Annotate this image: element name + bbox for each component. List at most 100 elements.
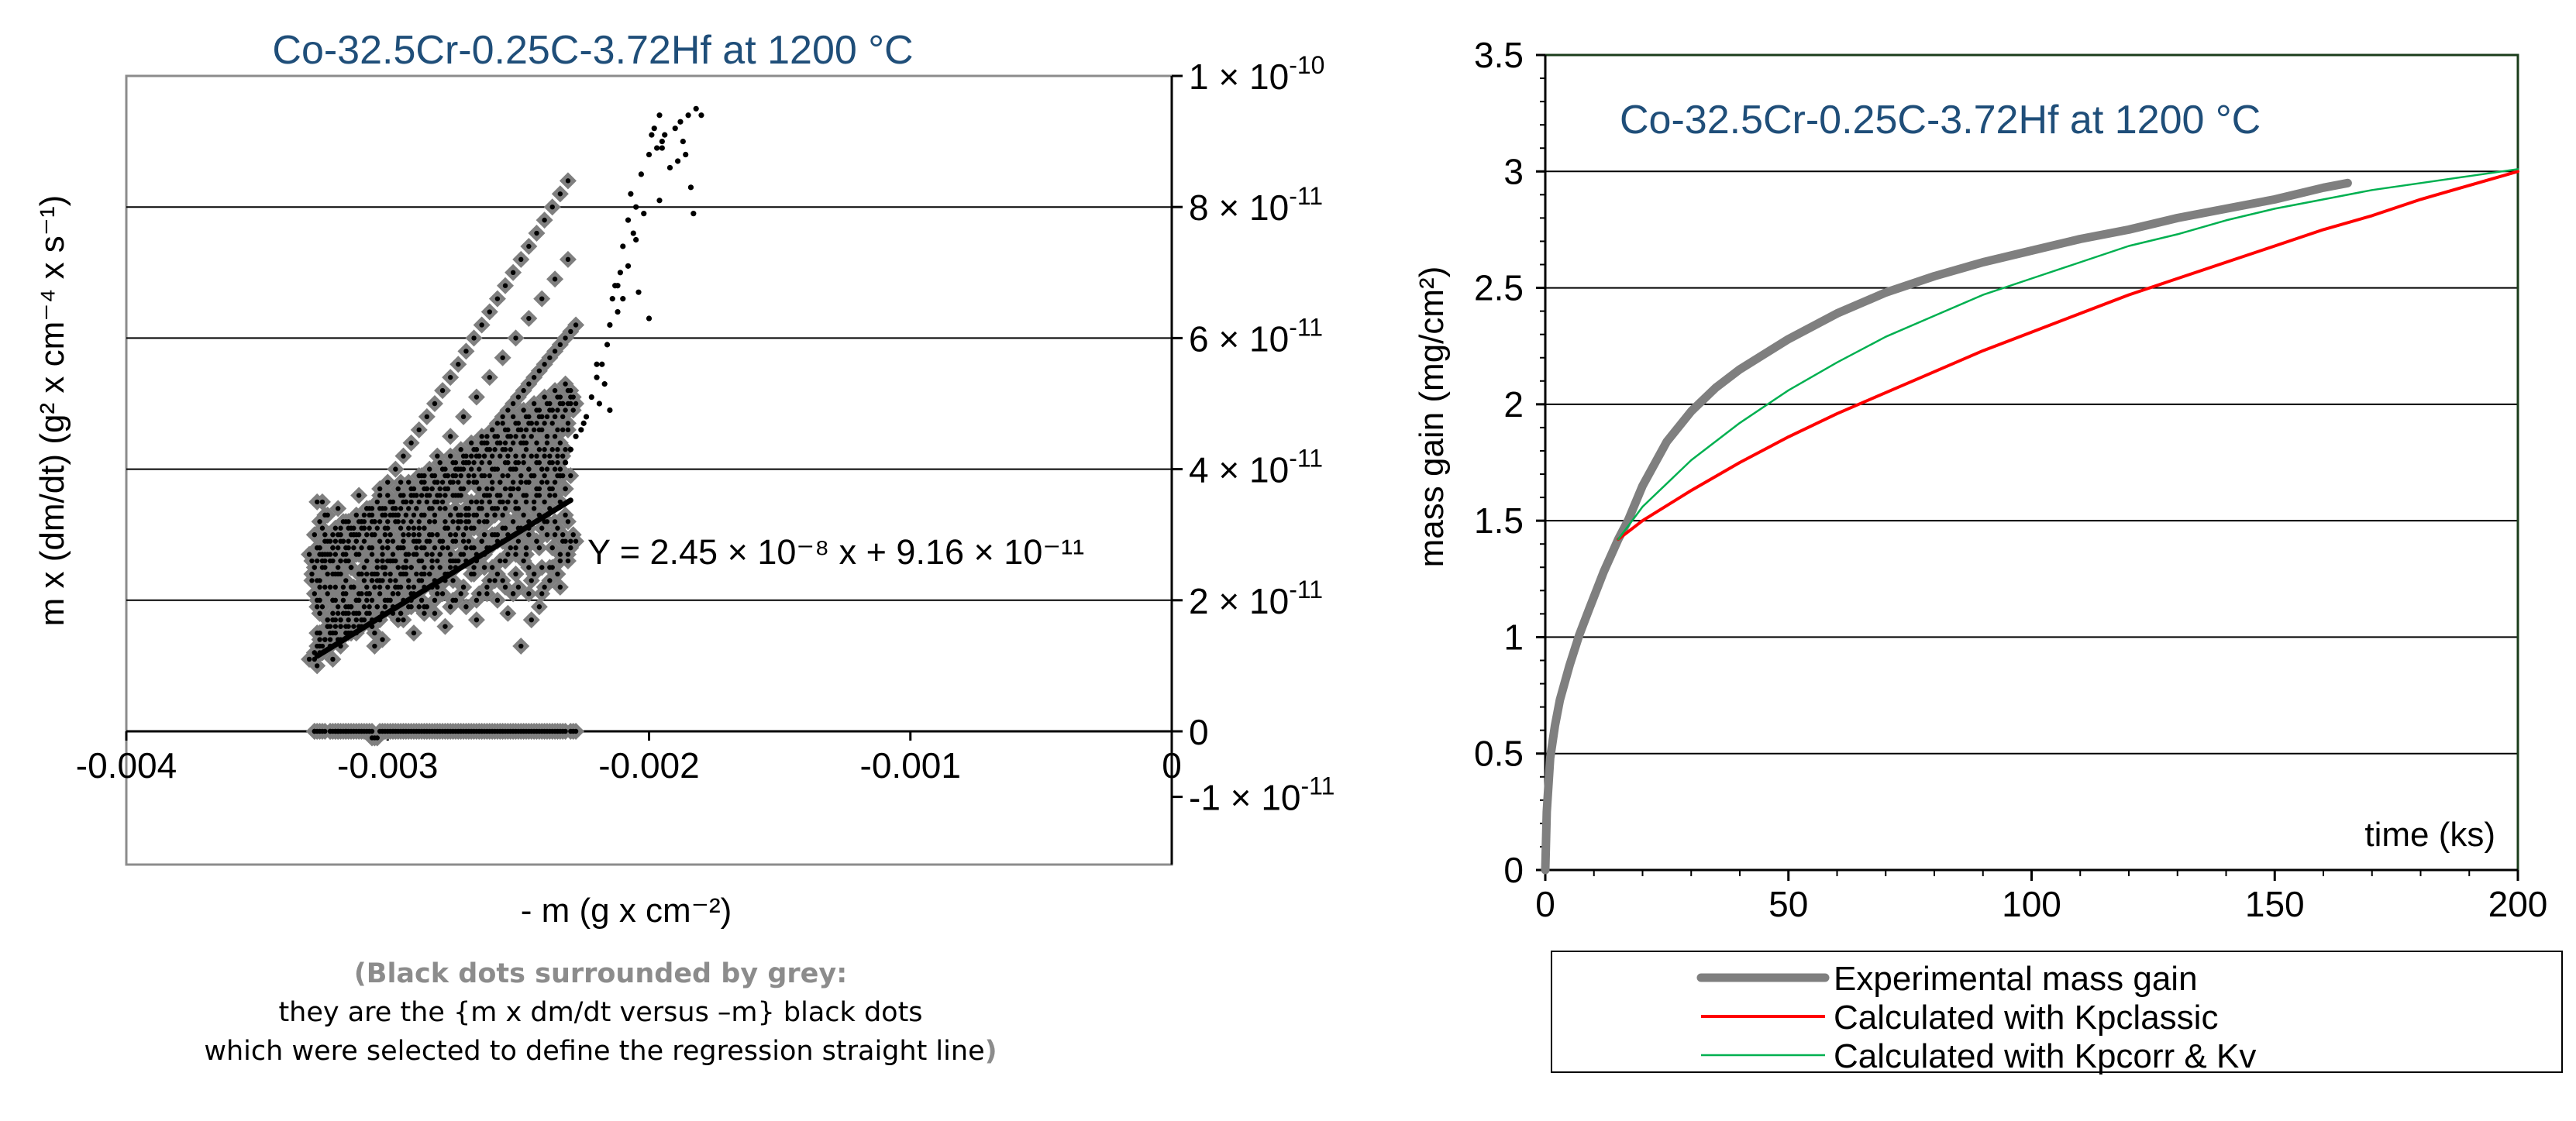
right-y-tick-label: 3.5	[1474, 35, 1524, 75]
selected-point	[387, 578, 393, 583]
selected-point	[510, 519, 516, 524]
unselected-point	[620, 243, 626, 249]
selected-point	[552, 277, 558, 282]
selected-point	[521, 493, 526, 498]
unselected-point	[620, 296, 626, 302]
selected-point	[534, 407, 539, 413]
selected-point	[447, 434, 453, 439]
selected-point	[422, 610, 427, 616]
selected-point	[398, 584, 404, 590]
selected-point	[317, 630, 322, 636]
selected-point	[330, 610, 336, 616]
selected-point	[565, 519, 571, 524]
selected-point	[418, 597, 425, 603]
note-line-3-wrap: which were selected to define the regres…	[124, 1032, 1077, 1071]
selected-point	[364, 597, 370, 603]
selected-point	[513, 421, 518, 426]
selected-point	[443, 506, 448, 511]
selected-point	[327, 728, 333, 734]
selected-point	[542, 362, 547, 367]
selected-point	[521, 558, 526, 564]
right-series	[1541, 168, 2519, 875]
selected-point	[447, 552, 453, 557]
selected-point	[414, 571, 419, 577]
selected-point	[447, 532, 453, 538]
selected-point	[489, 565, 495, 570]
selected-point	[393, 506, 398, 511]
selected-point	[385, 558, 391, 564]
selected-point	[531, 506, 537, 511]
selected-point	[372, 630, 377, 636]
selected-point	[327, 637, 333, 642]
selected-point	[361, 525, 367, 531]
left-y-tick-label: -1 × 10-11	[1189, 772, 1334, 818]
selected-point	[557, 342, 563, 348]
selected-point	[568, 394, 573, 400]
right-x-tick-label: 150	[2245, 884, 2305, 924]
selected-point	[547, 493, 553, 498]
selected-point	[414, 545, 419, 551]
selected-point	[356, 493, 362, 498]
selected-point	[406, 480, 412, 485]
selected-point	[474, 597, 480, 603]
regression-line	[314, 497, 573, 659]
selected-point	[510, 591, 516, 597]
selected-point	[531, 499, 537, 505]
selected-point	[549, 421, 555, 426]
selected-point	[474, 512, 480, 518]
selected-point	[393, 578, 398, 583]
unselected-point	[659, 139, 665, 145]
selected-point	[518, 440, 524, 445]
selected-point	[306, 656, 312, 662]
selected-point	[539, 565, 545, 570]
selected-point	[505, 453, 511, 459]
selected-point	[498, 558, 503, 564]
selected-point	[549, 447, 555, 452]
selected-point	[487, 374, 492, 380]
selected-point	[429, 552, 435, 557]
selected-point	[364, 532, 370, 538]
selected-point	[332, 552, 338, 557]
selected-point	[458, 493, 463, 498]
selected-point	[487, 447, 492, 452]
selected-point	[332, 584, 338, 590]
selected-point	[510, 414, 516, 420]
selected-point	[408, 493, 414, 498]
selected-point	[502, 486, 508, 492]
selected-point	[513, 434, 518, 439]
selected-point	[526, 532, 532, 538]
selected-point	[502, 440, 508, 445]
selected-point	[456, 466, 461, 472]
unselected-point	[674, 158, 681, 164]
selected-point	[560, 427, 566, 433]
selected-point	[330, 571, 336, 577]
selected-point	[555, 473, 560, 479]
selected-point	[314, 604, 320, 610]
selected-point	[353, 538, 359, 544]
selected-point	[327, 630, 333, 636]
selected-point	[518, 480, 524, 485]
selected-point	[395, 545, 401, 551]
selected-point	[458, 519, 463, 524]
selected-point	[437, 486, 443, 492]
left-y-tick-label: 2 × 10-11	[1189, 576, 1323, 621]
selected-point	[552, 480, 558, 485]
selected-point	[422, 473, 427, 479]
selected-point	[393, 519, 398, 524]
selected-point	[317, 610, 322, 616]
selected-point	[453, 597, 459, 603]
selected-point	[429, 473, 435, 479]
selected-point	[521, 453, 526, 459]
selected-point	[463, 506, 469, 511]
selected-point	[411, 538, 417, 544]
selected-point	[498, 440, 503, 445]
right-y-tick-label: 0.5	[1474, 734, 1524, 774]
selected-point	[510, 270, 516, 275]
selected-point	[314, 499, 320, 505]
selected-point	[544, 532, 550, 538]
selected-point	[338, 617, 343, 623]
selected-point	[385, 597, 391, 603]
kpcorr-kv-line	[1617, 168, 2519, 541]
